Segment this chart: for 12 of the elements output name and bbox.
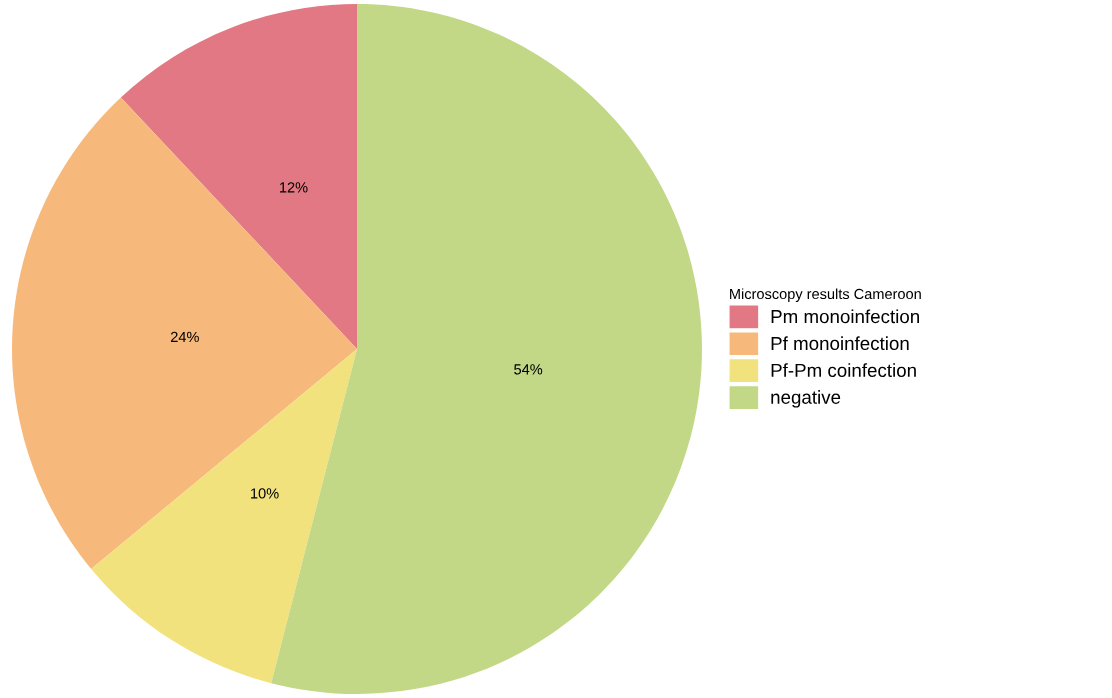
data-label: 24% <box>170 331 199 343</box>
pie-slice <box>12 97 357 569</box>
legend-label: Pf monoinfection <box>771 336 909 351</box>
legend-label: negative <box>771 390 841 408</box>
legend-label: Pm monoinfection <box>771 309 919 324</box>
data-label: 12% <box>280 182 308 193</box>
data-label: 10% <box>251 488 279 499</box>
legend-title: Microscopy results Cameroon <box>730 288 921 302</box>
legend-label: Pf-Pm coinfection <box>771 363 916 377</box>
pie-slice <box>91 349 357 684</box>
pie-slice <box>120 4 357 349</box>
data-label: 54% <box>514 364 543 375</box>
